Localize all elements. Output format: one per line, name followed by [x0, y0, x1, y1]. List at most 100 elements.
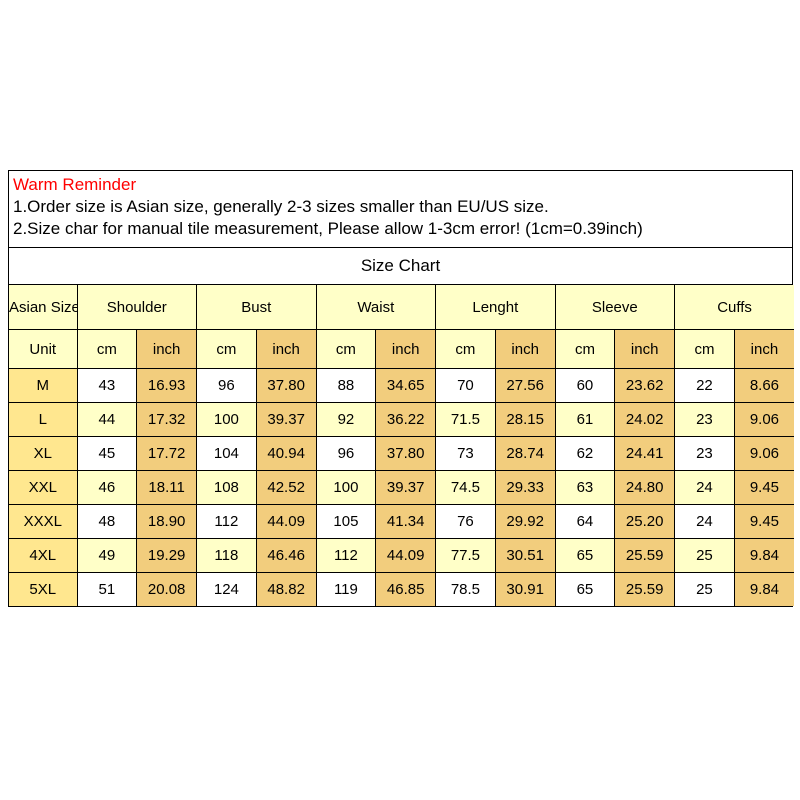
cm-value-cell: 23 [674, 402, 735, 437]
inch-value-cell: 48.82 [255, 572, 317, 607]
size-row-5xl: 5XL 51 20.08 124 48.82 119 46.85 78.5 30.91 65 25.… [8, 572, 795, 607]
inch-value-cell: 44.09 [375, 538, 437, 573]
cm-value-cell: 105 [315, 504, 377, 539]
measurement-header-shoulder: Shoulder [76, 284, 198, 330]
inch-value-cell: 9.06 [733, 402, 795, 437]
unit-cm-header: cm [435, 329, 496, 369]
size-cell: 5XL [8, 572, 78, 607]
unit-inch-header: inch [375, 329, 437, 369]
measurement-header-cuffs: Cuffs [674, 284, 795, 330]
inch-value-cell: 19.29 [136, 538, 198, 573]
size-cell: L [8, 402, 78, 437]
size-row-xxl: XXL 46 18.11 108 42.52 100 39.37 74.5 29.33 63 24.… [8, 470, 795, 505]
warm-reminder-section: Warm Reminder 1.Order size is Asian size… [9, 171, 792, 248]
inch-value-cell: 9.84 [733, 538, 795, 573]
cm-value-cell: 51 [76, 572, 138, 607]
cm-value-cell: 88 [315, 368, 377, 403]
inch-value-cell: 17.72 [136, 436, 198, 471]
inch-value-cell: 18.90 [136, 504, 198, 539]
cm-value-cell: 46 [76, 470, 138, 505]
inch-value-cell: 24.02 [614, 402, 676, 437]
inch-value-cell: 44.09 [255, 504, 317, 539]
asian-size-header: Asian Size [8, 284, 78, 330]
cm-value-cell: 25 [674, 538, 735, 573]
size-row-l: L 44 17.32 100 39.37 92 36.22 71.5 28.15 61 24.02 2… [8, 402, 795, 437]
inch-value-cell: 9.45 [733, 470, 795, 505]
inch-value-cell: 42.52 [255, 470, 317, 505]
cm-value-cell: 62 [554, 436, 616, 471]
unit-cm-header: cm [554, 329, 616, 369]
cm-value-cell: 108 [196, 470, 257, 505]
measurement-header-lenght: Lenght [435, 284, 556, 330]
size-row-xxxl: XXXL 48 18.90 112 44.09 105 41.34 76 29.92 64 25.2… [8, 504, 795, 539]
cm-value-cell: 45 [76, 436, 138, 471]
inch-value-cell: 20.08 [136, 572, 198, 607]
cm-value-cell: 61 [554, 402, 616, 437]
cm-value-cell: 74.5 [435, 470, 496, 505]
size-row-4xl: 4XL 49 19.29 118 46.46 112 44.09 77.5 30.51 65 25.… [8, 538, 795, 573]
cm-value-cell: 70 [435, 368, 496, 403]
size-cell: XL [8, 436, 78, 471]
size-table: Asian Size Shoulder Bust Waist Lenght Sleeve C… [8, 284, 795, 607]
size-row-m: M 43 16.93 96 37.80 88 34.65 70 27.56 60 23.62 22 8.… [8, 368, 795, 403]
size-chart-title: Size Chart [9, 248, 792, 285]
inch-value-cell: 24.41 [614, 436, 676, 471]
inch-value-cell: 37.80 [255, 368, 317, 403]
unit-inch-header: inch [136, 329, 198, 369]
size-cell: M [8, 368, 78, 403]
cm-value-cell: 65 [554, 572, 616, 607]
inch-value-cell: 9.45 [733, 504, 795, 539]
cm-value-cell: 63 [554, 470, 616, 505]
inch-value-cell: 39.37 [375, 470, 437, 505]
cm-value-cell: 24 [674, 470, 735, 505]
cm-value-cell: 22 [674, 368, 735, 403]
cm-value-cell: 71.5 [435, 402, 496, 437]
cm-value-cell: 44 [76, 402, 138, 437]
cm-value-cell: 76 [435, 504, 496, 539]
inch-value-cell: 30.91 [494, 572, 556, 607]
unit-cm-header: cm [196, 329, 257, 369]
measurement-header-sleeve: Sleeve [554, 284, 676, 330]
inch-value-cell: 24.80 [614, 470, 676, 505]
inch-value-cell: 28.15 [494, 402, 556, 437]
reminder-line-1: 1.Order size is Asian size, generally 2-… [13, 197, 549, 216]
inch-value-cell: 37.80 [375, 436, 437, 471]
inch-value-cell: 28.74 [494, 436, 556, 471]
cm-value-cell: 112 [315, 538, 377, 573]
size-cell: 4XL [8, 538, 78, 573]
inch-value-cell: 25.20 [614, 504, 676, 539]
cm-value-cell: 60 [554, 368, 616, 403]
measurement-header-bust: Bust [196, 284, 317, 330]
measurement-header-waist: Waist [315, 284, 437, 330]
inch-value-cell: 34.65 [375, 368, 437, 403]
warm-reminder-title: Warm Reminder [13, 175, 137, 194]
cm-value-cell: 73 [435, 436, 496, 471]
inch-value-cell: 40.94 [255, 436, 317, 471]
cm-value-cell: 48 [76, 504, 138, 539]
unit-row: Unit cm inch cm inch cm inch cm inch cm inch cm inch [8, 329, 795, 369]
inch-value-cell: 39.37 [255, 402, 317, 437]
inch-value-cell: 29.33 [494, 470, 556, 505]
inch-value-cell: 9.06 [733, 436, 795, 471]
inch-value-cell: 18.11 [136, 470, 198, 505]
unit-cm-header: cm [674, 329, 735, 369]
measurement-header-row: Asian Size Shoulder Bust Waist Lenght Sleeve C… [8, 284, 795, 330]
cm-value-cell: 96 [315, 436, 377, 471]
size-chart-sheet: Warm Reminder 1.Order size is Asian size… [8, 170, 795, 607]
cm-value-cell: 24 [674, 504, 735, 539]
cm-value-cell: 112 [196, 504, 257, 539]
inch-value-cell: 8.66 [733, 368, 795, 403]
unit-inch-header: inch [733, 329, 795, 369]
unit-inch-header: inch [494, 329, 556, 369]
cm-value-cell: 25 [674, 572, 735, 607]
cm-value-cell: 65 [554, 538, 616, 573]
inch-value-cell: 9.84 [733, 572, 795, 607]
cm-value-cell: 49 [76, 538, 138, 573]
unit-inch-header: inch [255, 329, 317, 369]
unit-row-label: Unit [8, 329, 78, 369]
cm-value-cell: 100 [196, 402, 257, 437]
cm-value-cell: 77.5 [435, 538, 496, 573]
inch-value-cell: 36.22 [375, 402, 437, 437]
cm-value-cell: 23 [674, 436, 735, 471]
